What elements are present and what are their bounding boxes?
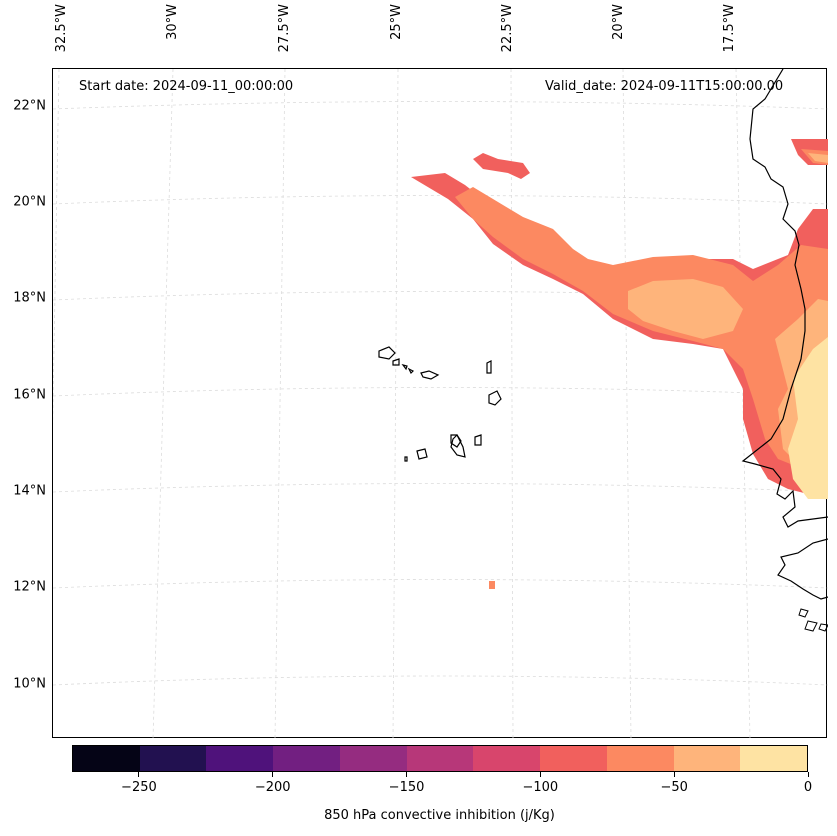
lat-label-22n: 22°N	[13, 98, 46, 114]
colorbar-tick-label: −50	[660, 780, 688, 795]
lon-label-20w: 20°W	[611, 4, 626, 40]
cin-contours	[411, 139, 828, 589]
colorbar-tick	[272, 772, 274, 777]
contour-band-minus-25	[628, 279, 743, 339]
colorbar-tick-label: −100	[522, 780, 559, 795]
colorbar-swatch	[273, 746, 340, 771]
cape-verde-islands	[378, 346, 502, 462]
lat-label-18n: 18°N	[13, 290, 46, 306]
lon-label-27-5w: 27.5°W	[277, 4, 292, 53]
colorbar-swatch	[606, 746, 674, 771]
map-frame	[52, 68, 828, 739]
colorbar-tick-label: −200	[254, 780, 291, 795]
lat-label-20n: 20°N	[13, 194, 46, 210]
lon-label-32-5w: 32.5°W	[54, 4, 69, 53]
west-africa-coastline	[741, 69, 828, 528]
colorbar-tick-label: −250	[121, 780, 157, 795]
contour-band-zero	[788, 337, 828, 499]
map-canvas	[53, 69, 828, 739]
colorbar-swatch	[740, 746, 808, 771]
lat-label-14n: 14°N	[13, 483, 46, 499]
colorbar-swatch	[673, 746, 741, 771]
contour-band-minus-75-north	[473, 153, 530, 179]
colorbar-swatch	[206, 746, 274, 771]
colorbar-swatch	[339, 746, 407, 771]
colorbar-tick	[807, 772, 809, 777]
colorbar-swatch	[473, 746, 541, 771]
lat-label-16n: 16°N	[13, 387, 46, 403]
lon-label-30w: 30°W	[165, 4, 180, 40]
lat-label-12n: 12°N	[13, 579, 46, 595]
colorbar-tick-label: −150	[388, 780, 425, 795]
colorbar	[72, 745, 808, 772]
guinea-coastline	[777, 538, 828, 600]
colorbar-swatch	[540, 746, 607, 771]
colorbar-title: 850 hPa convective inhibition (j/Kg)	[324, 808, 555, 823]
colorbar-tick	[673, 772, 675, 777]
colorbar-tick-label: 0	[803, 780, 813, 795]
lat-label-10n: 10°N	[13, 676, 46, 692]
lon-label-25w: 25°W	[389, 4, 404, 40]
colorbar-tick	[406, 772, 408, 777]
colorbar-tick	[138, 772, 140, 777]
longitude-gridlines	[53, 69, 751, 739]
colorbar-swatch	[73, 746, 140, 771]
colorbar-swatch	[406, 746, 474, 771]
contour-band-minus-50-sw	[489, 581, 495, 589]
lon-label-22-5w: 22.5°W	[500, 4, 515, 53]
valid-date-label: Valid_date: 2024-09-11T15:00:00.00	[545, 79, 784, 94]
contour-band-minus-25-ne	[808, 153, 828, 163]
lon-label-17-5w: 17.5°W	[722, 4, 737, 53]
contour-band-minus-50	[455, 187, 828, 479]
start-date-label: Start date: 2024-09-11_00:00:00	[79, 79, 294, 94]
colorbar-tick	[539, 772, 541, 777]
colorbar-swatch	[139, 746, 207, 771]
contour-band-minus-75	[411, 173, 828, 499]
bissagos-islands	[798, 608, 828, 632]
